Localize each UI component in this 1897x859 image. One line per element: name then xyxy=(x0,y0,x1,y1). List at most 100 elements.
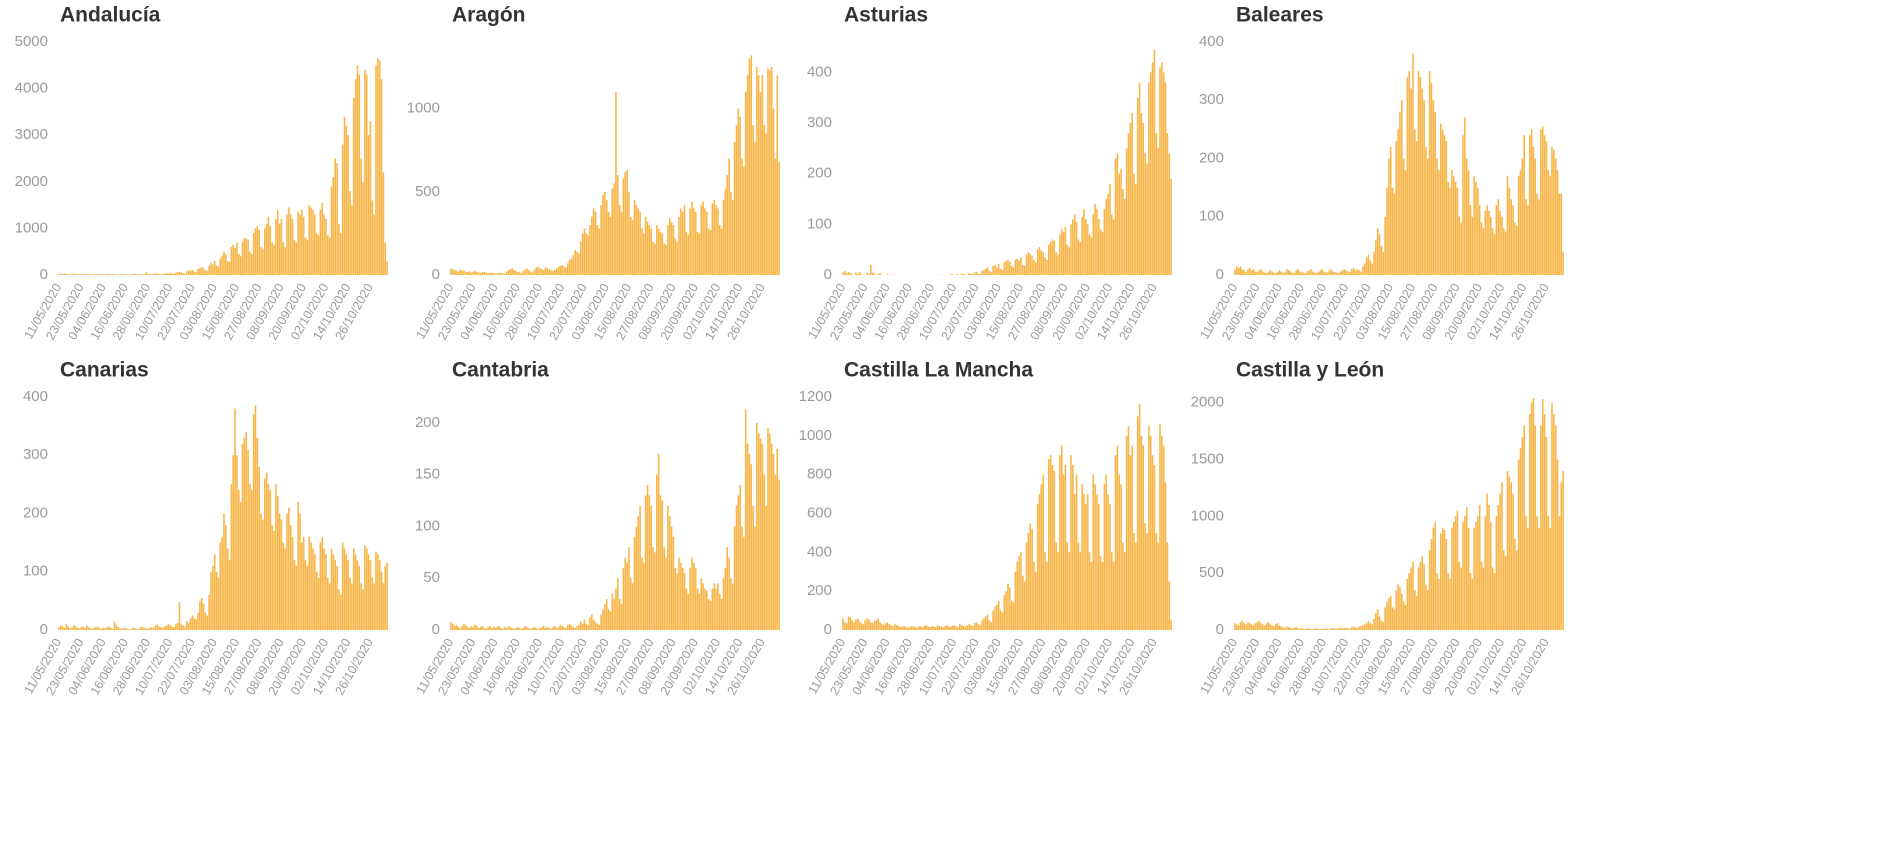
bar xyxy=(489,273,491,275)
bar xyxy=(136,274,138,275)
bar xyxy=(1514,223,1516,275)
bar xyxy=(379,560,381,630)
bar xyxy=(1260,269,1262,275)
bar xyxy=(84,628,86,630)
bar xyxy=(1446,141,1448,275)
bar xyxy=(351,205,353,275)
bar xyxy=(1111,552,1113,630)
bar xyxy=(699,233,701,275)
bar xyxy=(463,271,465,275)
bar xyxy=(1076,222,1078,275)
bar xyxy=(106,274,108,275)
y-tick-label: 200 xyxy=(415,414,440,431)
bar xyxy=(1395,590,1397,630)
y-tick-label: 0 xyxy=(40,621,48,638)
bar xyxy=(1024,581,1026,630)
bar xyxy=(1100,556,1102,630)
panel-title: Castilla La Mancha xyxy=(844,359,1033,382)
bar xyxy=(1256,622,1258,630)
bar xyxy=(1410,89,1412,275)
bar xyxy=(1395,141,1397,275)
bar xyxy=(362,589,364,630)
bar xyxy=(110,628,112,630)
bar xyxy=(851,620,853,630)
bar xyxy=(776,449,778,630)
bar xyxy=(979,625,981,630)
bar xyxy=(1434,522,1436,630)
bar xyxy=(667,506,669,630)
y-tick-label: 400 xyxy=(1199,33,1224,50)
bar xyxy=(1009,587,1011,630)
panel: Andalucía01000200030004000500011/05/2020… xyxy=(15,4,388,343)
bar xyxy=(872,272,874,275)
bar xyxy=(649,225,651,275)
bar xyxy=(927,627,929,630)
bar xyxy=(168,273,170,275)
bar xyxy=(1057,552,1059,630)
bar xyxy=(1555,425,1557,630)
bar xyxy=(662,233,664,275)
y-tick-label: 300 xyxy=(1199,91,1224,108)
bar xyxy=(1499,211,1501,275)
bar xyxy=(1383,622,1385,630)
bar xyxy=(1161,62,1163,275)
bar xyxy=(624,172,626,275)
bar xyxy=(972,626,974,630)
bar xyxy=(340,595,342,630)
bar xyxy=(1078,240,1080,275)
bar xyxy=(752,125,754,275)
bar xyxy=(283,242,285,275)
bar xyxy=(95,627,97,630)
bar xyxy=(739,117,741,275)
bar xyxy=(1525,199,1527,275)
bar xyxy=(1360,272,1362,275)
bar xyxy=(1459,562,1461,630)
bar xyxy=(558,627,560,630)
bar xyxy=(1420,562,1422,630)
bar xyxy=(1401,100,1403,275)
panel: Canarias010020030040011/05/202023/05/202… xyxy=(21,359,387,698)
bar xyxy=(1104,484,1106,630)
bar xyxy=(151,274,153,275)
bar xyxy=(1243,270,1245,275)
bar xyxy=(1379,616,1381,630)
bar xyxy=(1457,188,1459,275)
bar xyxy=(1003,262,1005,275)
bar xyxy=(573,627,575,630)
bar xyxy=(734,526,736,630)
bar xyxy=(344,117,346,275)
bar xyxy=(554,626,556,630)
bar xyxy=(953,625,955,630)
bar xyxy=(1505,556,1507,630)
bar xyxy=(1067,245,1069,275)
bar xyxy=(377,554,379,630)
bar xyxy=(277,210,279,275)
bar xyxy=(1392,188,1394,275)
bar xyxy=(1321,269,1323,275)
bar xyxy=(231,484,233,630)
bar xyxy=(1115,159,1117,276)
bar xyxy=(478,273,480,275)
bar xyxy=(667,225,669,275)
bar xyxy=(1486,205,1488,275)
bar xyxy=(1130,455,1132,630)
bar xyxy=(1141,436,1143,630)
bar xyxy=(602,195,604,275)
bar xyxy=(652,242,654,275)
bar xyxy=(730,578,732,630)
bar xyxy=(1470,573,1472,630)
bar xyxy=(1507,176,1509,275)
bar xyxy=(80,274,82,275)
panel-title: Baleares xyxy=(1236,4,1324,27)
bar xyxy=(231,247,233,275)
bar xyxy=(210,263,212,275)
bar xyxy=(515,628,517,630)
bar xyxy=(1423,100,1425,275)
bar xyxy=(284,548,286,630)
bar xyxy=(764,475,766,630)
bar xyxy=(1390,147,1392,275)
panel-title: Andalucía xyxy=(60,4,161,27)
bar xyxy=(1555,159,1557,276)
bar xyxy=(1163,72,1165,275)
bar xyxy=(1329,270,1331,275)
